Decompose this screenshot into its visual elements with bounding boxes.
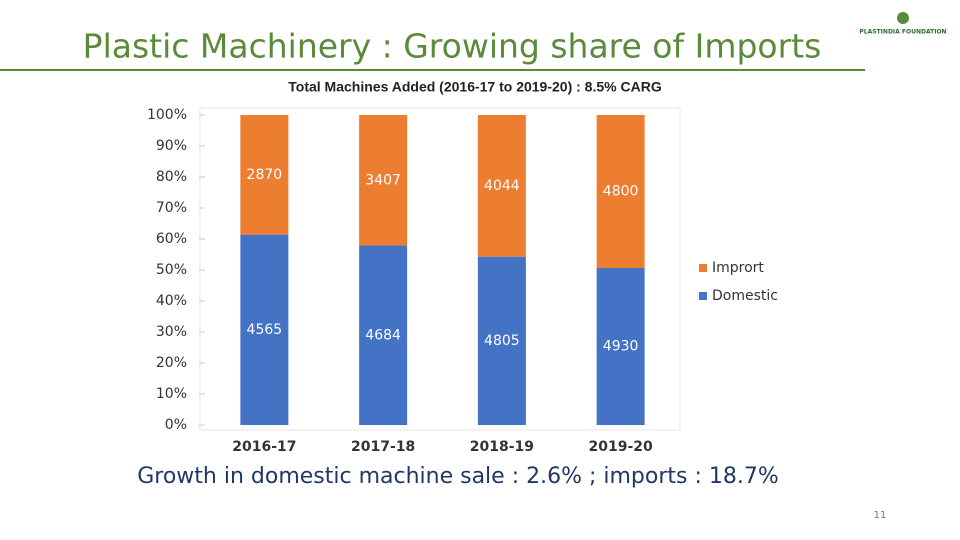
bar-segment — [359, 115, 408, 246]
data-label: 4800 — [603, 183, 639, 199]
y-tick-label: 90% — [156, 138, 187, 154]
y-tick-label: 10% — [156, 386, 187, 402]
y-tick-label: 0% — [165, 417, 187, 433]
data-label: 3407 — [365, 172, 401, 188]
x-tick-label: 2019-20 — [588, 439, 653, 455]
bar-segment — [359, 245, 408, 425]
x-tick-label: 2018-19 — [470, 439, 534, 455]
y-tick-label: 60% — [156, 231, 187, 247]
legend-swatch — [699, 292, 707, 300]
plot-frame — [199, 107, 681, 431]
chart-title: Total Machines Added (2016-17 to 2019-20… — [288, 79, 662, 95]
data-label: 4930 — [603, 338, 639, 354]
logo-icon — [897, 12, 909, 24]
y-tick-label: 100% — [147, 107, 187, 123]
data-label: 4044 — [484, 178, 520, 194]
legend-swatch — [699, 264, 707, 272]
y-tick-label: 70% — [156, 200, 187, 216]
data-label: 4565 — [247, 322, 283, 338]
logo-text: PLASTINDIA FOUNDATION — [859, 29, 946, 36]
y-tick-label: 40% — [156, 293, 187, 309]
bar-segment — [596, 115, 645, 268]
data-label: 4684 — [365, 327, 401, 343]
caption: Growth in domestic machine sale : 2.6% ;… — [137, 464, 779, 489]
bar-segment — [477, 115, 526, 257]
x-tick-label: 2017-18 — [351, 439, 415, 455]
bar-segment — [477, 256, 526, 425]
y-tick-label: 80% — [156, 169, 187, 185]
legend-label: Imprort — [712, 260, 764, 276]
legend-label: Domestic — [712, 288, 778, 304]
bar-segment — [240, 234, 289, 425]
x-tick-label: 2016-17 — [232, 439, 296, 455]
data-label: 4805 — [484, 333, 520, 349]
bar-segment — [240, 115, 289, 235]
page-number: 11 — [874, 510, 887, 521]
y-tick-label: 20% — [156, 355, 187, 371]
y-tick-label: 30% — [156, 324, 187, 340]
slide-title: Plastic Machinery : Growing share of Imp… — [83, 27, 822, 66]
bar-segment — [596, 267, 645, 425]
y-tick-label: 50% — [156, 262, 187, 278]
data-label: 2870 — [247, 167, 283, 183]
